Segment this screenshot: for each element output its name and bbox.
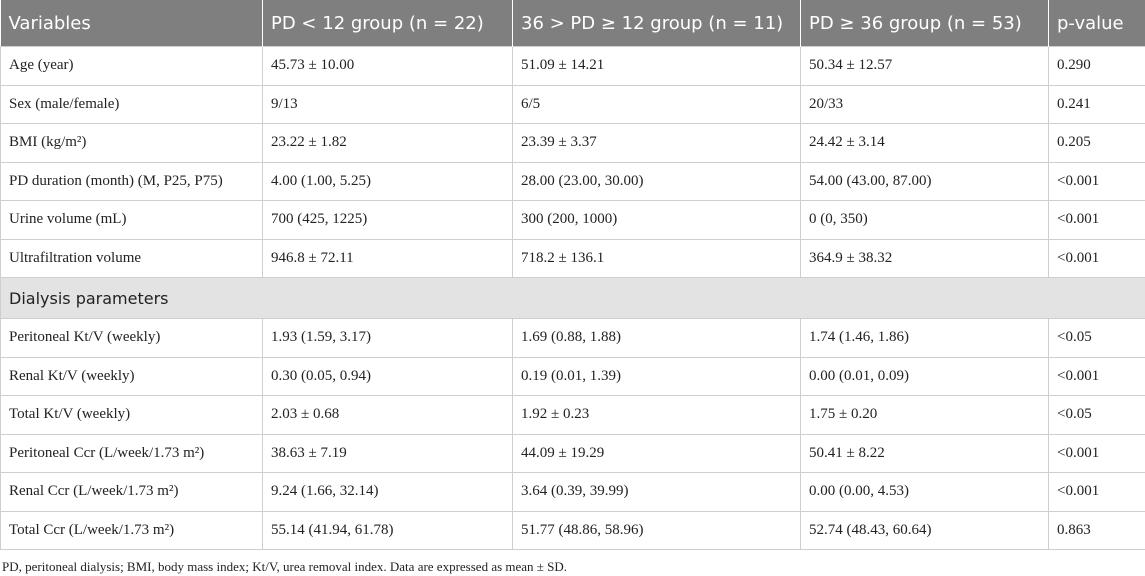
table-cell: 3.64 (0.39, 39.99): [512, 472, 801, 512]
table-cell: 6/5: [512, 84, 801, 124]
table-row: Total Kt/V (weekly) 2.03 ± 0.68 1.92 ± 0.2…: [0, 395, 1145, 435]
table-cell: 50.34 ± 12.57: [800, 46, 1049, 86]
table-row: Ultrafiltration volume 946.8 ± 72.11 718.2…: [0, 238, 1145, 278]
table-cell: 23.22 ± 1.82: [262, 123, 513, 163]
table-cell: 1.74 (1.46, 1.86): [800, 318, 1049, 358]
table-cell: <0.001: [1048, 238, 1145, 278]
table-cell: 54.00 (43.00, 87.00): [800, 161, 1049, 201]
row-label: PD duration (month) (M, P25, P75): [0, 161, 263, 201]
row-label: Total Ccr (L/week/1.73 m²): [0, 510, 263, 550]
table-cell: 51.77 (48.86, 58.96): [512, 510, 801, 550]
header-cell: 36 > PD ≥ 12 group (n = 11): [512, 0, 801, 47]
row-label: Renal Ccr (L/week/1.73 m²): [0, 472, 263, 512]
row-label: Renal Kt/V (weekly): [0, 356, 263, 396]
table-row: BMI (kg/m²) 23.22 ± 1.82 23.39 ± 3.37 24.42…: [0, 123, 1145, 163]
header-cell: PD < 12 group (n = 22): [262, 0, 513, 47]
table-cell: <0.001: [1048, 356, 1145, 396]
row-label: Sex (male/female): [0, 84, 263, 124]
table-cell: 0 (0, 350): [800, 200, 1049, 240]
data-table: Variables PD < 12 group (n = 22) 36 > PD ≥…: [0, 0, 1145, 550]
table-cell: 0.205: [1048, 123, 1145, 163]
footnote: PD, peritoneal dialysis; BMI, body mass …: [2, 559, 568, 574]
table-row: Total Ccr (L/week/1.73 m²) 55.14 (41.94, …: [0, 510, 1145, 550]
table-cell: 700 (425, 1225): [262, 200, 513, 240]
table-cell: 300 (200, 1000): [512, 200, 801, 240]
header-cell: Variables: [0, 0, 263, 47]
table-cell: 50.41 ± 8.22: [800, 433, 1049, 473]
table-row: Renal Kt/V (weekly) 0.30 (0.05, 0.94) 0.19…: [0, 356, 1145, 396]
table-cell: 364.9 ± 38.32: [800, 238, 1049, 278]
table-cell: <0.05: [1048, 395, 1145, 435]
table-cell: 45.73 ± 10.00: [262, 46, 513, 86]
table-cell: <0.05: [1048, 318, 1145, 358]
row-label: Urine volume (mL): [0, 200, 263, 240]
table-row: Urine volume (mL) 700 (425, 1225) 300 (200…: [0, 200, 1145, 240]
table-cell: 9.24 (1.66, 32.14): [262, 472, 513, 512]
section-title: Dialysis parameters: [0, 277, 1145, 319]
row-label: Age (year): [0, 46, 263, 86]
table-row: PD duration (month) (M, P25, P75) 4.00 (1…: [0, 161, 1145, 201]
table-cell: 52.74 (48.43, 60.64): [800, 510, 1049, 550]
table-cell: 23.39 ± 3.37: [512, 123, 801, 163]
table-cell: 4.00 (1.00, 5.25): [262, 161, 513, 201]
table-row: Age (year) 45.73 ± 10.00 51.09 ± 14.21 50.3…: [0, 46, 1145, 86]
header-cell: p-value: [1048, 0, 1145, 47]
table-cell: 946.8 ± 72.11: [262, 238, 513, 278]
header-cell: PD ≥ 36 group (n = 53): [800, 0, 1049, 47]
table-cell: <0.001: [1048, 472, 1145, 512]
row-label: Total Kt/V (weekly): [0, 395, 263, 435]
row-label: Peritoneal Kt/V (weekly): [0, 318, 263, 358]
table-cell: 1.93 (1.59, 3.17): [262, 318, 513, 358]
row-label: Ultrafiltration volume: [0, 238, 263, 278]
row-label: Peritoneal Ccr (L/week/1.73 m²): [0, 433, 263, 473]
table-cell: 0.290: [1048, 46, 1145, 86]
table-cell: 0.30 (0.05, 0.94): [262, 356, 513, 396]
table-row: Renal Ccr (L/week/1.73 m²) 9.24 (1.66, 32…: [0, 472, 1145, 512]
table-cell: 28.00 (23.00, 30.00): [512, 161, 801, 201]
row-label: BMI (kg/m²): [0, 123, 263, 163]
table-cell: 20/33: [800, 84, 1049, 124]
table-cell: <0.001: [1048, 161, 1145, 201]
table-row: Peritoneal Ccr (L/week/1.73 m²) 38.63 ± 7…: [0, 433, 1145, 473]
table-cell: 2.03 ± 0.68: [262, 395, 513, 435]
table-cell: 38.63 ± 7.19: [262, 433, 513, 473]
table-cell: 1.75 ± 0.20: [800, 395, 1049, 435]
table-body: Age (year) 45.73 ± 10.00 51.09 ± 14.21 50.3…: [0, 46, 1145, 550]
table-cell: 0.00 (0.01, 0.09): [800, 356, 1049, 396]
table-cell: 24.42 ± 3.14: [800, 123, 1049, 163]
table-cell: 718.2 ± 136.1: [512, 238, 801, 278]
header-row: Variables PD < 12 group (n = 22) 36 > PD ≥…: [0, 0, 1145, 47]
section-row: Dialysis parameters: [0, 277, 1145, 319]
table-cell: 0.863: [1048, 510, 1145, 550]
table-row: Sex (male/female) 9/13 6/5 20/33 0.241: [0, 84, 1145, 124]
table-cell: 51.09 ± 14.21: [512, 46, 801, 86]
table-cell: 0.00 (0.00, 4.53): [800, 472, 1049, 512]
table-cell: 44.09 ± 19.29: [512, 433, 801, 473]
table-cell: 1.92 ± 0.23: [512, 395, 801, 435]
table-cell: 55.14 (41.94, 61.78): [262, 510, 513, 550]
table-cell: <0.001: [1048, 433, 1145, 473]
table-cell: 9/13: [262, 84, 513, 124]
table-cell: 0.19 (0.01, 1.39): [512, 356, 801, 396]
table-cell: 0.241: [1048, 84, 1145, 124]
table-cell: 1.69 (0.88, 1.88): [512, 318, 801, 358]
table-cell: <0.001: [1048, 200, 1145, 240]
table-row: Peritoneal Kt/V (weekly) 1.93 (1.59, 3.17…: [0, 318, 1145, 358]
